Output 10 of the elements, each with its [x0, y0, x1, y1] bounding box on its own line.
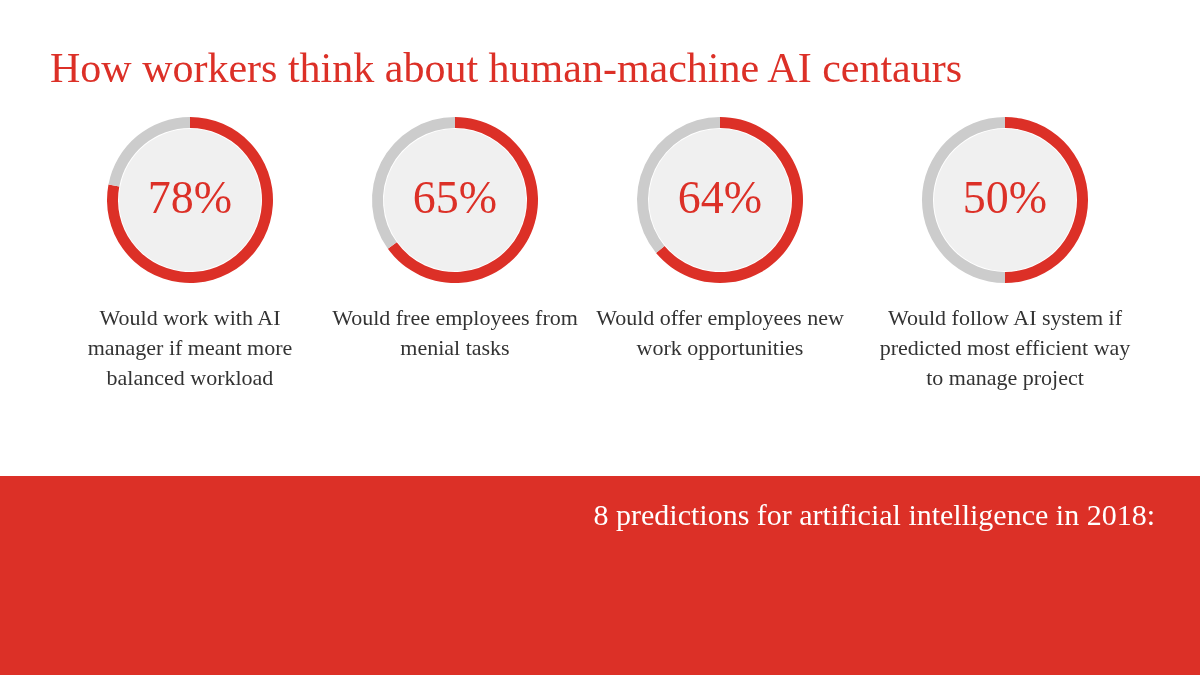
data-label: 64% — [677, 171, 763, 223]
data-label: 50% — [962, 171, 1048, 223]
text: Would offer employees new work opportunities — [595, 304, 845, 362]
text: Would work with AI manager if meant more balanced workload — [86, 304, 294, 392]
text: How workers think about human-machine AI centaurs — [50, 44, 963, 92]
data-label: 78% — [147, 171, 233, 223]
text: Would follow AI system if predicted most efficient way to manage project — [878, 304, 1132, 392]
text: Would free employees from menial tasks — [331, 304, 579, 362]
data-label: 65% — [412, 171, 498, 223]
text: 8 predictions for artificial intelligence in 2018: — [593, 498, 1155, 532]
